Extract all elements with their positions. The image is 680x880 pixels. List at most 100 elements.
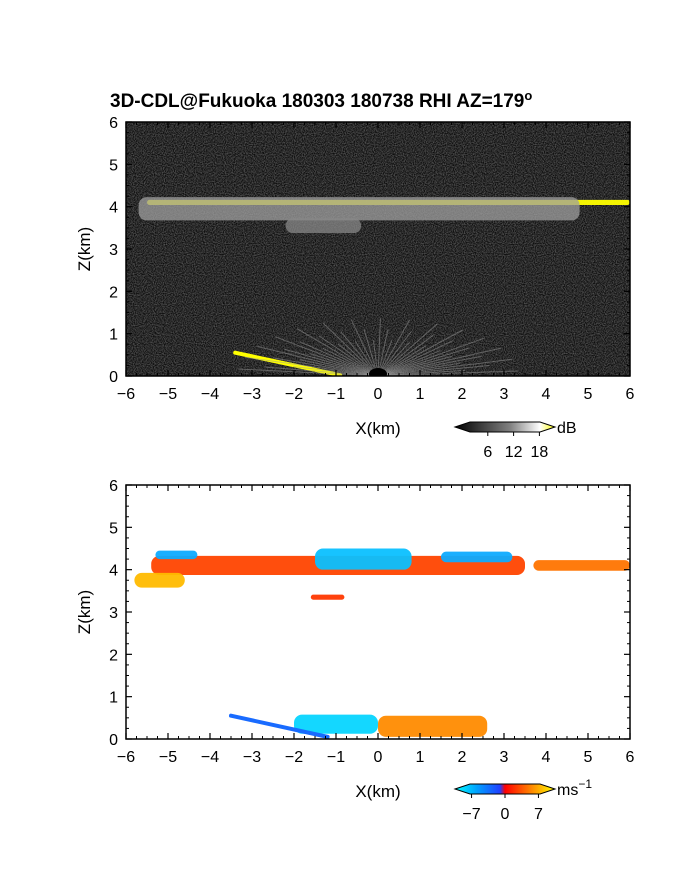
fan-ray: [377, 364, 490, 376]
near-field-fan: [238, 318, 519, 376]
right-orange-band: [533, 560, 630, 571]
y-tick-label: 4: [109, 563, 118, 580]
colorbar-tick-label: 6: [483, 444, 492, 461]
fan-ray: [377, 347, 502, 376]
colorbar-tick-label: 18: [531, 444, 549, 461]
x-tick-label: 6: [626, 386, 635, 403]
top-noise-speckle: [126, 122, 630, 376]
fan-ray: [322, 347, 379, 376]
top-axis-ticks: −6 −5 −4 −3 −2 −1 0 1 2 3 4 5 6 0 1 2 3 4 5 6: [109, 115, 634, 403]
fan-ray: [265, 366, 379, 376]
fan-ray: [377, 347, 470, 376]
y-tick-label: 3: [109, 605, 118, 622]
bottom-colorbar-bar: [453, 783, 557, 795]
fan-ray: [377, 345, 427, 376]
fan-ray: [377, 350, 441, 376]
x-tick-label: 3: [500, 749, 509, 766]
x-tick-label: −5: [159, 386, 177, 403]
x-tick-label: −2: [285, 386, 303, 403]
fan-ray: [272, 357, 379, 376]
bottom-colorbar: −7 0 7 ms−1: [453, 777, 592, 823]
fan-ray: [350, 319, 379, 376]
y-tick-label: 0: [109, 369, 118, 386]
colorbar-tick-label: 7: [534, 806, 543, 823]
bottom-axis-ticks: −6 −5 −4 −3 −2 −1 0 1 2 3 4 5 6 0 1 2 3 4 5 6: [109, 478, 634, 766]
fan-ray: [257, 345, 379, 376]
fan-ray: [377, 355, 452, 376]
fan-ray: [377, 337, 485, 376]
y-tick-label: 2: [109, 284, 118, 301]
fan-ray: [322, 322, 379, 376]
bottom-xlabel: X(km): [355, 782, 400, 801]
fan-ray: [377, 318, 381, 376]
top-colorbar-unit: dB: [557, 420, 577, 437]
upper-blue-right: [441, 551, 513, 563]
x-tick-label: 0: [374, 749, 383, 766]
x-tick-label: 4: [542, 749, 551, 766]
x-tick-label: 3: [500, 386, 509, 403]
fan-ray: [318, 335, 379, 376]
top-xlabel: X(km): [355, 419, 400, 438]
x-tick-label: −1: [327, 749, 345, 766]
x-tick-label: −3: [243, 749, 261, 766]
x-tick-label: 6: [626, 749, 635, 766]
x-tick-label: 5: [584, 386, 593, 403]
y-tick-label: 1: [109, 327, 118, 344]
x-tick-label: −4: [201, 749, 219, 766]
chart-title: 3D-CDL@Fukuoka 180303 180738 RHI AZ=179o: [110, 88, 532, 112]
fan-ray: [377, 370, 519, 376]
upper-blue-center: [315, 548, 412, 570]
fan-ray: [340, 331, 379, 376]
fan-ray: [377, 340, 454, 376]
x-tick-label: −6: [117, 749, 135, 766]
bottom-colorbar-ticks: −7 0 7: [462, 794, 543, 823]
x-tick-label: 0: [374, 386, 383, 403]
upper-blue-left: [155, 550, 198, 560]
cloud-layer-gray: [138, 197, 580, 221]
x-tick-label: −2: [285, 749, 303, 766]
fan-ray: [284, 348, 379, 376]
x-tick-label: 2: [458, 749, 467, 766]
fan-ray: [299, 341, 379, 376]
fan-ray: [377, 323, 438, 376]
y-tick-label: 3: [109, 242, 118, 259]
x-tick-label: 1: [416, 749, 425, 766]
low-orange: [378, 715, 488, 737]
fan-ray: [274, 336, 379, 376]
x-tick-label: −3: [243, 386, 261, 403]
y-tick-label: 5: [109, 157, 118, 174]
bottom-ylabel: Z(km): [75, 590, 94, 634]
fan-ray: [244, 356, 379, 376]
top-colorbar: 6 12 18 dB: [453, 420, 577, 461]
cloud-sag: [285, 218, 362, 234]
low-left-streak: [229, 713, 330, 739]
x-tick-label: −6: [117, 386, 135, 403]
fan-ray: [377, 329, 463, 376]
x-tick-label: 2: [458, 386, 467, 403]
sag-red: [310, 594, 345, 600]
top-colorbar-ticks: 6 12 18: [483, 432, 548, 461]
colorbar-tick-label: −7: [462, 806, 480, 823]
low-blue: [294, 714, 378, 734]
x-tick-label: 1: [416, 386, 425, 403]
left-yellow-patch: [134, 572, 185, 588]
bottom-plot-background: [126, 485, 630, 739]
y-tick-label: 4: [109, 200, 118, 217]
x-tick-label: −4: [201, 386, 219, 403]
fan-ray: [238, 368, 379, 376]
fan-ray: [377, 355, 482, 376]
bottom-colorbar-unit: ms−1: [557, 777, 592, 799]
x-tick-label: 5: [584, 749, 593, 766]
y-tick-label: 1: [109, 690, 118, 707]
y-tick-label: 6: [109, 478, 118, 495]
fan-ray: [377, 358, 513, 376]
colorbar-tick-label: 12: [505, 444, 523, 461]
fan-ray: [377, 334, 434, 376]
x-tick-label: −5: [159, 749, 177, 766]
top-colorbar-bar: [453, 421, 557, 433]
top-features: [138, 197, 630, 376]
colorbar-tick-label: 0: [501, 806, 510, 823]
bottom-features: [134, 548, 630, 739]
